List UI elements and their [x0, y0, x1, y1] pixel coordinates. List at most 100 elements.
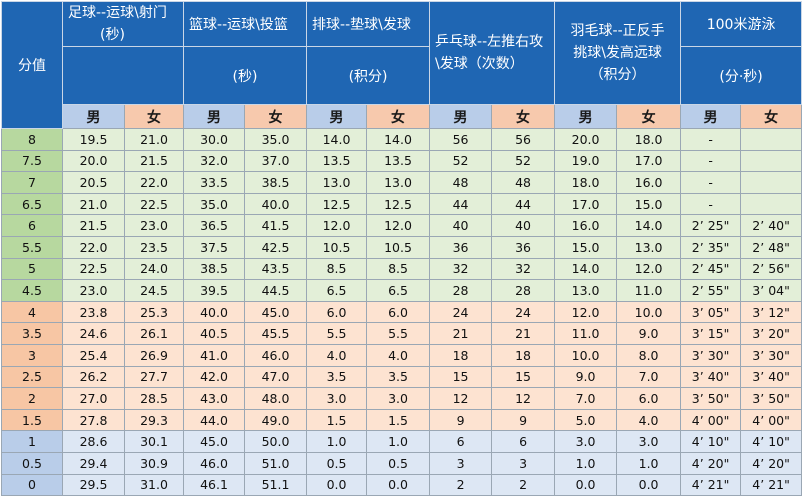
pingpong-female-cell: 21 [491, 322, 556, 345]
badminton-male-cell: 14.0 [554, 257, 618, 281]
swim-male-cell: 3’ 15" [680, 322, 742, 345]
swim-title: 100米游泳 [680, 1, 803, 47]
volleyball-female-cell: 14.0 [366, 128, 431, 151]
pingpong-male-cell: 44 [429, 192, 493, 216]
swim-male-cell: 2’ 25" [680, 214, 742, 237]
volleyball-female-cell: 3.0 [366, 387, 431, 410]
football-female-cell: 23.5 [123, 235, 185, 259]
football-female-cell: 31.0 [123, 473, 185, 496]
pingpong-male-cell: 56 [429, 128, 493, 151]
volleyball-female-cell: 12.5 [366, 192, 431, 216]
football-female-cell: 22.5 [123, 192, 185, 216]
pingpong-female-cell: 44 [491, 192, 556, 216]
swim-female-cell: 3’ 50" [740, 387, 803, 410]
table-row: 1.5 27.8 29.3 44.0 49.0 1.5 1.5 9 9 5.0 4.0 4’ 00" 4… [1, 408, 803, 432]
swim-female-cell: 4’ 21" [740, 473, 803, 496]
football-male-cell: 20.5 [62, 171, 125, 194]
volleyball-female-cell: 4.0 [366, 343, 431, 367]
basketball-male-header: 男 [183, 104, 246, 129]
volleyball-female-cell: 0.5 [366, 451, 431, 475]
pingpong-male-cell: 3 [429, 451, 493, 475]
score-cell: 3.5 [1, 322, 63, 345]
badminton-male-cell: 1.0 [554, 451, 618, 475]
basketball-male-cell: 36.5 [183, 214, 246, 237]
swim-male-cell: 2’ 45" [680, 257, 742, 281]
score-cell: 5.5 [1, 235, 63, 259]
badminton-male-cell: 12.0 [554, 300, 618, 324]
badminton-male-cell: 0.0 [554, 473, 618, 496]
football-male-cell: 24.6 [62, 322, 125, 345]
volleyball-male-cell: 12.5 [306, 192, 368, 216]
badminton-male-cell: 10.0 [554, 343, 618, 367]
swim-female-cell: 2’ 40" [740, 214, 803, 237]
swim-female-cell [740, 149, 803, 173]
volleyball-male-cell: 6.5 [306, 279, 368, 302]
pingpong-header: 乒乓球--左推右攻\发球（次数） [429, 1, 556, 105]
basketball-female-cell: 37.0 [244, 149, 308, 173]
badminton-male-cell: 16.0 [554, 214, 618, 237]
badminton-female-cell: 14.0 [616, 214, 682, 237]
volleyball-male-cell: 13.0 [306, 171, 368, 194]
basketball-male-cell: 39.5 [183, 279, 246, 302]
basketball-male-cell: 40.0 [183, 300, 246, 324]
basketball-male-cell: 40.5 [183, 322, 246, 345]
pingpong-male-cell: 36 [429, 235, 493, 259]
basketball-female-cell: 48.0 [244, 387, 308, 410]
score-header: 分值 [1, 1, 63, 129]
swim-male-cell: - [680, 192, 742, 216]
table-row: 0.5 29.4 30.9 46.0 51.0 0.5 0.5 3 3 1.0 1.0 4’ 20" 4… [1, 451, 803, 475]
pingpong-female-cell: 56 [491, 128, 556, 151]
football-male-cell: 19.5 [62, 128, 125, 151]
score-cell: 5 [1, 257, 63, 281]
volleyball-female-cell: 10.5 [366, 235, 431, 259]
volleyball-female-cell: 13.0 [366, 171, 431, 194]
volleyball-female-cell: 1.0 [366, 430, 431, 453]
pingpong-female-cell: 28 [491, 279, 556, 302]
football-male-cell: 23.8 [62, 300, 125, 324]
football-unit: (秒) [100, 27, 125, 43]
score-cell: 1.5 [1, 408, 63, 432]
pingpong-male-cell: 6 [429, 430, 493, 453]
volleyball-male-cell: 14.0 [306, 128, 368, 151]
pingpong-male-cell: 18 [429, 343, 493, 367]
badminton-female-cell: 13.0 [616, 235, 682, 259]
pingpong-male-cell: 52 [429, 149, 493, 173]
swim-male-cell: 4’ 10" [680, 430, 742, 453]
volleyball-male-cell: 4.0 [306, 343, 368, 367]
swim-male-cell: - [680, 171, 742, 194]
pingpong-male-cell: 12 [429, 387, 493, 410]
table-row: 5 22.5 24.0 38.5 43.5 8.5 8.5 32 32 14.0 12.0 2’ 45… [1, 257, 803, 281]
swim-female-cell: 3’ 12" [740, 300, 803, 324]
pingpong-female-cell: 9 [491, 408, 556, 432]
basketball-male-cell: 42.0 [183, 365, 246, 389]
volleyball-female-cell: 6.0 [366, 300, 431, 324]
football-male-cell: 27.0 [62, 387, 125, 410]
volleyball-female-header: 女 [366, 104, 431, 129]
swim-female-cell: 3’ 40" [740, 365, 803, 389]
volleyball-male-cell: 1.0 [306, 430, 368, 453]
football-female-cell: 27.7 [123, 365, 185, 389]
swim-male-cell: 4’ 20" [680, 451, 742, 475]
pingpong-male-cell: 32 [429, 257, 493, 281]
badminton-female-cell: 8.0 [616, 343, 682, 367]
volleyball-unit: (积分) [306, 46, 431, 105]
badminton-female-cell: 0.0 [616, 473, 682, 496]
table-row: 5.5 22.0 23.5 37.5 42.5 10.5 10.5 36 36 15.0 13.0 2… [1, 235, 803, 259]
pingpong-female-cell: 36 [491, 235, 556, 259]
swim-unit: (分·秒) [680, 46, 803, 105]
football-female-cell: 23.0 [123, 214, 185, 237]
badminton-female-cell: 1.0 [616, 451, 682, 475]
swim-female-cell: 3’ 30" [740, 343, 803, 367]
volleyball-female-cell: 5.5 [366, 322, 431, 345]
football-female-header: 女 [123, 104, 185, 129]
pingpong-male-cell: 15 [429, 365, 493, 389]
football-female-cell: 25.3 [123, 300, 185, 324]
badminton-female-cell: 18.0 [616, 128, 682, 151]
volleyball-male-header: 男 [306, 104, 368, 129]
football-male-cell: 22.0 [62, 235, 125, 259]
score-cell: 2.5 [1, 365, 63, 389]
score-cell: 2 [1, 387, 63, 410]
badminton-female-cell: 16.0 [616, 171, 682, 194]
football-male-cell: 28.6 [62, 430, 125, 453]
score-cell: 7 [1, 171, 63, 194]
